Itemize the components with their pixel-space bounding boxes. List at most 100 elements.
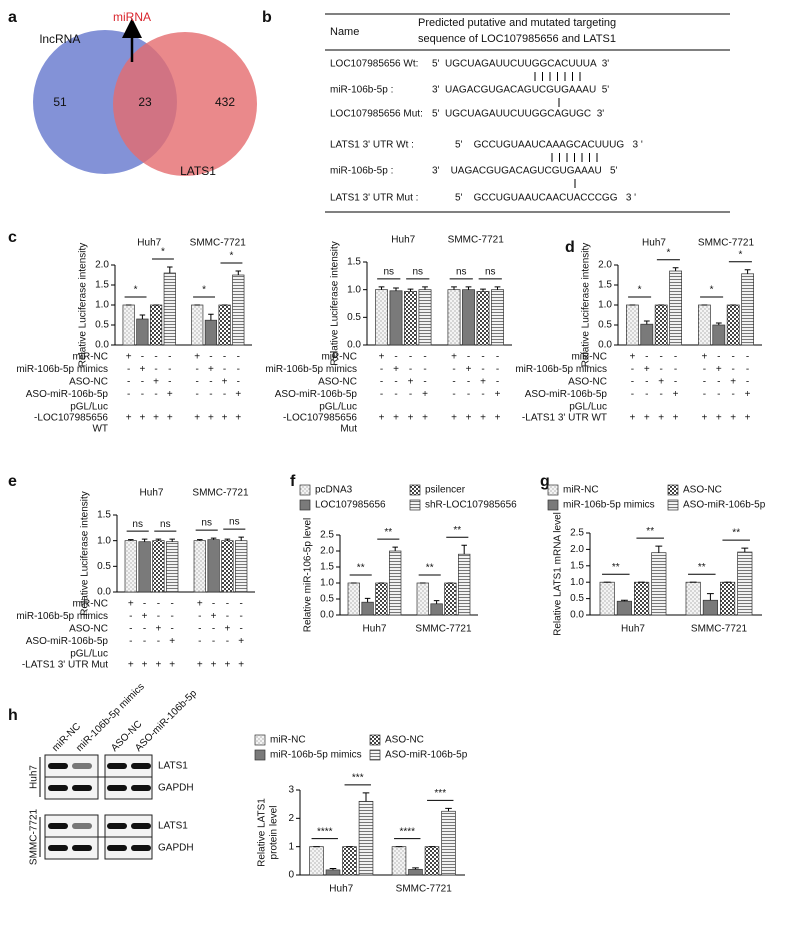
error-bar <box>451 286 457 290</box>
condition-sign: - <box>467 377 470 388</box>
condition-sign: + <box>142 611 148 622</box>
legend-swatch <box>667 484 679 496</box>
condition-sign: - <box>223 364 226 375</box>
band-label: LATS1 <box>158 821 188 832</box>
venn-arrow-label: miRNA <box>113 10 151 24</box>
y-tick-label: 0.0 <box>347 340 361 351</box>
bar <box>462 289 475 346</box>
condition-sign: + <box>408 413 414 424</box>
condition-sign: - <box>394 352 397 363</box>
condition-sign: - <box>171 611 174 622</box>
bar <box>235 540 248 593</box>
condition-sign: - <box>660 352 663 363</box>
significance-label: ** <box>732 528 740 539</box>
condition-sign: + <box>393 364 399 375</box>
legend-swatch <box>254 749 266 761</box>
condition-sign: + <box>745 413 751 424</box>
condition-label: ASO-NC <box>568 377 607 388</box>
condition-sign: + <box>224 660 230 671</box>
condition-sign: - <box>481 352 484 363</box>
legend-label: miR-NC <box>563 485 599 496</box>
condition-sign: - <box>196 377 199 388</box>
bar <box>640 323 654 346</box>
bar <box>191 304 204 346</box>
condition-sign: + <box>235 389 241 400</box>
legend-swatch <box>547 499 559 511</box>
condition-sign: - <box>674 377 677 388</box>
category-label: Huh7 <box>140 488 164 499</box>
category-label: SMMC-7721 <box>448 235 505 246</box>
bar <box>441 810 456 876</box>
condition-sign: + <box>658 413 664 424</box>
condition-sign: + <box>222 377 228 388</box>
legend-label: shR-LOC107985656 <box>425 500 517 511</box>
y-tick-label: 0.0 <box>570 610 584 621</box>
y-tick-label: 0.0 <box>598 340 612 351</box>
category-label: Huh7 <box>391 235 415 246</box>
significance-label: ns <box>485 267 496 278</box>
condition-sign: + <box>224 624 230 635</box>
condition-sign: + <box>126 413 132 424</box>
condition-sign: + <box>379 413 385 424</box>
error-bar <box>155 538 162 541</box>
condition-label: miR-NC <box>571 352 607 363</box>
bar <box>309 846 324 876</box>
y-tick-label: 0.5 <box>570 593 584 604</box>
condition-sign: + <box>238 636 244 647</box>
significance-label: ns <box>229 517 240 528</box>
y-tick-label: 1.0 <box>347 284 361 295</box>
condition-sign: - <box>141 377 144 388</box>
significance-label: ** <box>612 562 620 573</box>
condition-sign: - <box>645 377 648 388</box>
table-cell: 5' UGCUAGAUUCUUGGCACUUUA 3' <box>432 59 609 70</box>
error-bar <box>643 320 650 325</box>
condition-sign: - <box>209 377 212 388</box>
condition-sign: - <box>423 352 426 363</box>
y-tick-label: 0.5 <box>95 320 109 331</box>
band <box>107 785 127 791</box>
condition-sign: - <box>198 636 201 647</box>
y-axis-label: protein level <box>269 806 280 860</box>
significance-label: **** <box>399 826 415 837</box>
venn-label: lncRNA <box>40 32 81 46</box>
condition-sign: + <box>673 389 679 400</box>
panel-label: e <box>8 473 17 490</box>
bar <box>476 290 490 346</box>
bar <box>685 581 701 616</box>
legend-label: ASO-NC <box>385 735 424 746</box>
significance-label: ** <box>453 525 461 536</box>
error-bar <box>378 286 385 290</box>
condition-sign: - <box>674 352 677 363</box>
bar <box>737 551 753 616</box>
significance-label: * <box>161 247 165 258</box>
significance-label: ns <box>201 518 212 529</box>
condition-sign: + <box>238 660 244 671</box>
condition-label: ASO-NC <box>69 377 108 388</box>
error-bar <box>169 538 175 542</box>
condition-sign: - <box>223 389 226 400</box>
condition-sign: - <box>168 352 171 363</box>
legend-label: ASO-miR-106b-5p <box>385 750 468 761</box>
condition-sign: + <box>142 660 148 671</box>
bar <box>152 540 165 593</box>
error-bar <box>235 270 242 275</box>
band <box>48 823 68 829</box>
legend-swatch <box>409 484 421 496</box>
bar <box>404 290 417 346</box>
bar <box>720 581 736 616</box>
condition-label: pGL/Luc <box>70 402 108 413</box>
condition-sign: - <box>674 364 677 375</box>
condition-sign: - <box>157 611 160 622</box>
condition-sign: - <box>240 599 243 610</box>
bar <box>375 582 388 616</box>
condition-sign: + <box>644 413 650 424</box>
condition-sign: + <box>451 352 457 363</box>
condition-sign: - <box>452 377 455 388</box>
category-label: Huh7 <box>137 238 161 249</box>
condition-label: miR-106b-5p mimics <box>265 364 357 375</box>
condition-sign: - <box>409 389 412 400</box>
condition-sign: - <box>703 389 706 400</box>
condition-label: miR-106b-5p mimics <box>16 364 108 375</box>
legend-swatch <box>667 499 679 511</box>
